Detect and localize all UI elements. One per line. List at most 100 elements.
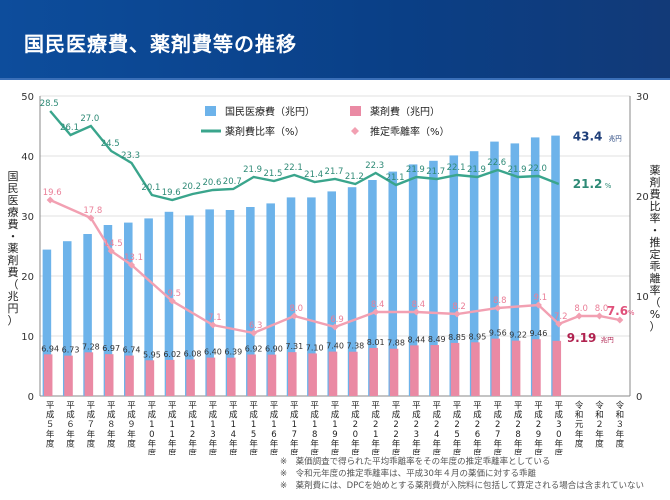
drug-ratio-data-label: 20.7 [223, 177, 242, 187]
footnotes: ※ 薬価調査で得られた平均乖離率をその年度の推定乖離率としている ※ 令和元年度… [280, 456, 644, 492]
drug-cost-bar [186, 359, 195, 396]
drug-cost-bar [84, 352, 94, 396]
medical-cost-bar [368, 180, 377, 396]
deviation-data-label: 19.6 [43, 188, 62, 198]
drug-cost-data-label: 6.94 [41, 344, 59, 353]
header-banner: 国民医療費、薬剤費等の推移 [0, 0, 670, 80]
drug-cost-bar [104, 354, 114, 396]
deviation-point [168, 297, 176, 305]
deviation-point [209, 321, 217, 329]
legend-swatch [350, 106, 361, 116]
medical-cost-bar [286, 197, 296, 396]
drug-cost-data-label: 7.31 [285, 342, 303, 351]
drug-ratio-data-label: 22.1 [447, 163, 466, 173]
drug-cost-bar [389, 348, 399, 396]
drug-cost-data-label: 6.92 [245, 344, 263, 353]
drug-cost-bar [206, 357, 216, 396]
x-category-label: 平成 2 2 年度 [392, 401, 401, 455]
x-category-label: 平成 2 6 年度 [473, 401, 482, 455]
drug-ratio-data-label: 22.6 [487, 158, 506, 168]
drug-cost-bar [247, 354, 256, 396]
deviation-point [534, 301, 542, 309]
x-category-label: 平成 2 8 年度 [514, 401, 523, 455]
deviation-point [412, 308, 420, 316]
x-category-label: 平成 1 3 年度 [209, 401, 218, 455]
x-category-label: 平成 2 3 年度 [412, 401, 421, 455]
final-deviation-unit: % [628, 309, 635, 317]
deviation-point [250, 329, 258, 337]
deviation-data-label: 8.0 [290, 304, 304, 314]
legend-label: 国民医療費（兆円） [225, 105, 315, 118]
y-left-tick-label: 0 [28, 392, 34, 403]
drug-ratio-data-label: 22.1 [284, 163, 303, 173]
drug-ratio-data-label: 21.9 [406, 165, 425, 175]
drug-cost-data-label: 6.40 [204, 348, 222, 357]
x-category-label: 平成 1 5 年度 [249, 401, 258, 455]
drug-ratio-data-label: 21.5 [263, 169, 282, 179]
drug-cost-data-label: 5.95 [143, 350, 161, 359]
deviation-data-label: 17.8 [83, 206, 102, 216]
drug-cost-data-label: 9.56 [489, 329, 507, 338]
x-category-label: 平成 1 7 年度 [290, 401, 299, 455]
medical-cost-bar [62, 241, 72, 396]
drug-cost-bar [288, 352, 297, 396]
x-category-label: 平成８年度 [107, 401, 116, 449]
deviation-point [555, 320, 563, 328]
drug-cost-data-label: 8.95 [469, 332, 487, 341]
final-ratio-value: 21.2 [573, 177, 603, 191]
page-title: 国民医療費、薬剤費等の推移 [24, 32, 297, 56]
footnote-3: ※ 薬剤費には、DPCを始めとする薬剤費が入院料に包括して算定される場合は含まれ… [280, 481, 644, 491]
x-category-label: 平成 1 6 年度 [270, 401, 279, 455]
deviation-data-label: 8.8 [493, 296, 507, 306]
drug-ratio-data-label: 27.0 [80, 114, 99, 124]
drug-cost-bar [308, 353, 317, 396]
y-left-tick-label: 40 [21, 152, 34, 163]
y-right-tick-label: 10 [636, 292, 649, 303]
legend-swatch [351, 127, 359, 135]
x-category-label: 令和元年度 [575, 400, 584, 449]
deviation-data-label: 14.5 [104, 239, 123, 249]
drug-cost-data-label: 7.40 [326, 342, 344, 351]
drug-cost-data-label: 7.88 [387, 339, 405, 348]
legend-swatch [205, 106, 216, 116]
deviation-point [595, 312, 603, 320]
drug-ratio-data-label: 21.7 [325, 167, 344, 177]
drug-cost-data-label: 6.39 [224, 348, 242, 357]
drug-cost-data-label: 6.73 [62, 346, 80, 355]
x-category-label: 平成９年度 [127, 401, 136, 449]
medical-cost-bar [429, 160, 438, 396]
x-category-label: 平成 1 2 年度 [188, 401, 197, 455]
deviation-data-label: 9.1 [534, 293, 548, 303]
drug-cost-bar [471, 342, 480, 396]
drug-ratio-data-label: 22.0 [528, 164, 547, 174]
drug-cost-data-label: 9.46 [530, 329, 548, 338]
medical-cost-bar [103, 225, 113, 396]
medical-cost-bar [551, 135, 560, 396]
drug-cost-bar [349, 351, 358, 396]
x-category-label: 平成６年度 [66, 401, 75, 449]
medical-cost-bar [205, 209, 214, 396]
deviation-data-label: 8.2 [452, 302, 466, 312]
drug-cost-bar [227, 357, 236, 396]
x-category-label: 平成 3 0 年度 [555, 401, 564, 455]
final-drug-value: 9.19 [567, 331, 597, 345]
drug-ratio-data-label: 20.6 [202, 178, 221, 188]
drug-cost-bar [410, 345, 419, 396]
drug-ratio-data-label: 23.3 [121, 151, 140, 161]
drug-cost-data-label: 8.01 [367, 338, 385, 347]
x-category-label: 平成 2 0 年度 [351, 401, 360, 455]
x-category-label: 平成 1 8 年度 [310, 401, 319, 455]
deviation-point [107, 247, 115, 255]
y-left-tick-label: 30 [21, 212, 34, 223]
medical-cost-bar [185, 215, 194, 396]
medical-cost-bar [530, 137, 540, 396]
drug-ratio-line [49, 110, 560, 202]
final-ratio-unit: % [605, 182, 612, 190]
x-category-label: 令和２年度 [595, 400, 604, 449]
drug-cost-data-label: 8.49 [428, 335, 446, 344]
deviation-data-label: 6.9 [330, 315, 344, 325]
deviation-data-label: 13.1 [124, 253, 143, 263]
drug-cost-bar [450, 342, 460, 396]
deviation-point [290, 312, 298, 320]
drug-cost-data-label: 6.02 [163, 350, 181, 359]
